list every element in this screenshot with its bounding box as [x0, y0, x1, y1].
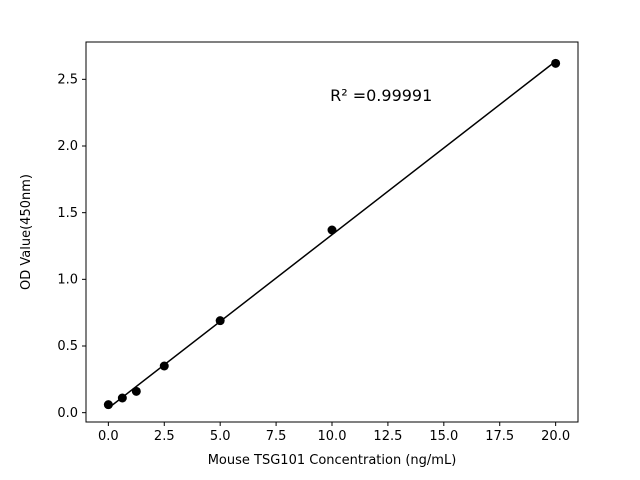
data-point	[159, 361, 169, 371]
x-tick-label: 0.0	[98, 429, 119, 444]
y-tick-label: 0.0	[57, 406, 78, 421]
data-point	[327, 225, 337, 235]
y-tick-label: 1.5	[57, 206, 78, 221]
x-tick-label: 17.5	[485, 429, 514, 444]
x-tick-label: 12.5	[373, 429, 402, 444]
x-tick-label: 2.5	[154, 429, 175, 444]
y-tick-label: 1.0	[57, 272, 78, 287]
x-tick-label: 5.0	[210, 429, 231, 444]
r-squared-annotation: R² =0.99991	[330, 86, 432, 105]
data-point	[117, 393, 127, 403]
y-tick-label: 2.0	[57, 139, 78, 154]
y-axis-label: OD Value(450nm)	[19, 174, 34, 290]
data-point	[551, 58, 561, 68]
data-point	[103, 400, 113, 410]
data-point	[215, 316, 225, 326]
x-tick-label: 20.0	[541, 429, 570, 444]
x-tick-label: 15.0	[429, 429, 458, 444]
x-axis-label: Mouse TSG101 Concentration (ng/mL)	[208, 453, 457, 468]
data-point	[131, 386, 141, 396]
x-tick-label: 10.0	[318, 429, 347, 444]
fit-line	[107, 60, 557, 409]
y-tick-label: 0.5	[57, 339, 78, 354]
y-tick-label: 2.5	[57, 72, 78, 87]
x-tick-label: 7.5	[266, 429, 287, 444]
